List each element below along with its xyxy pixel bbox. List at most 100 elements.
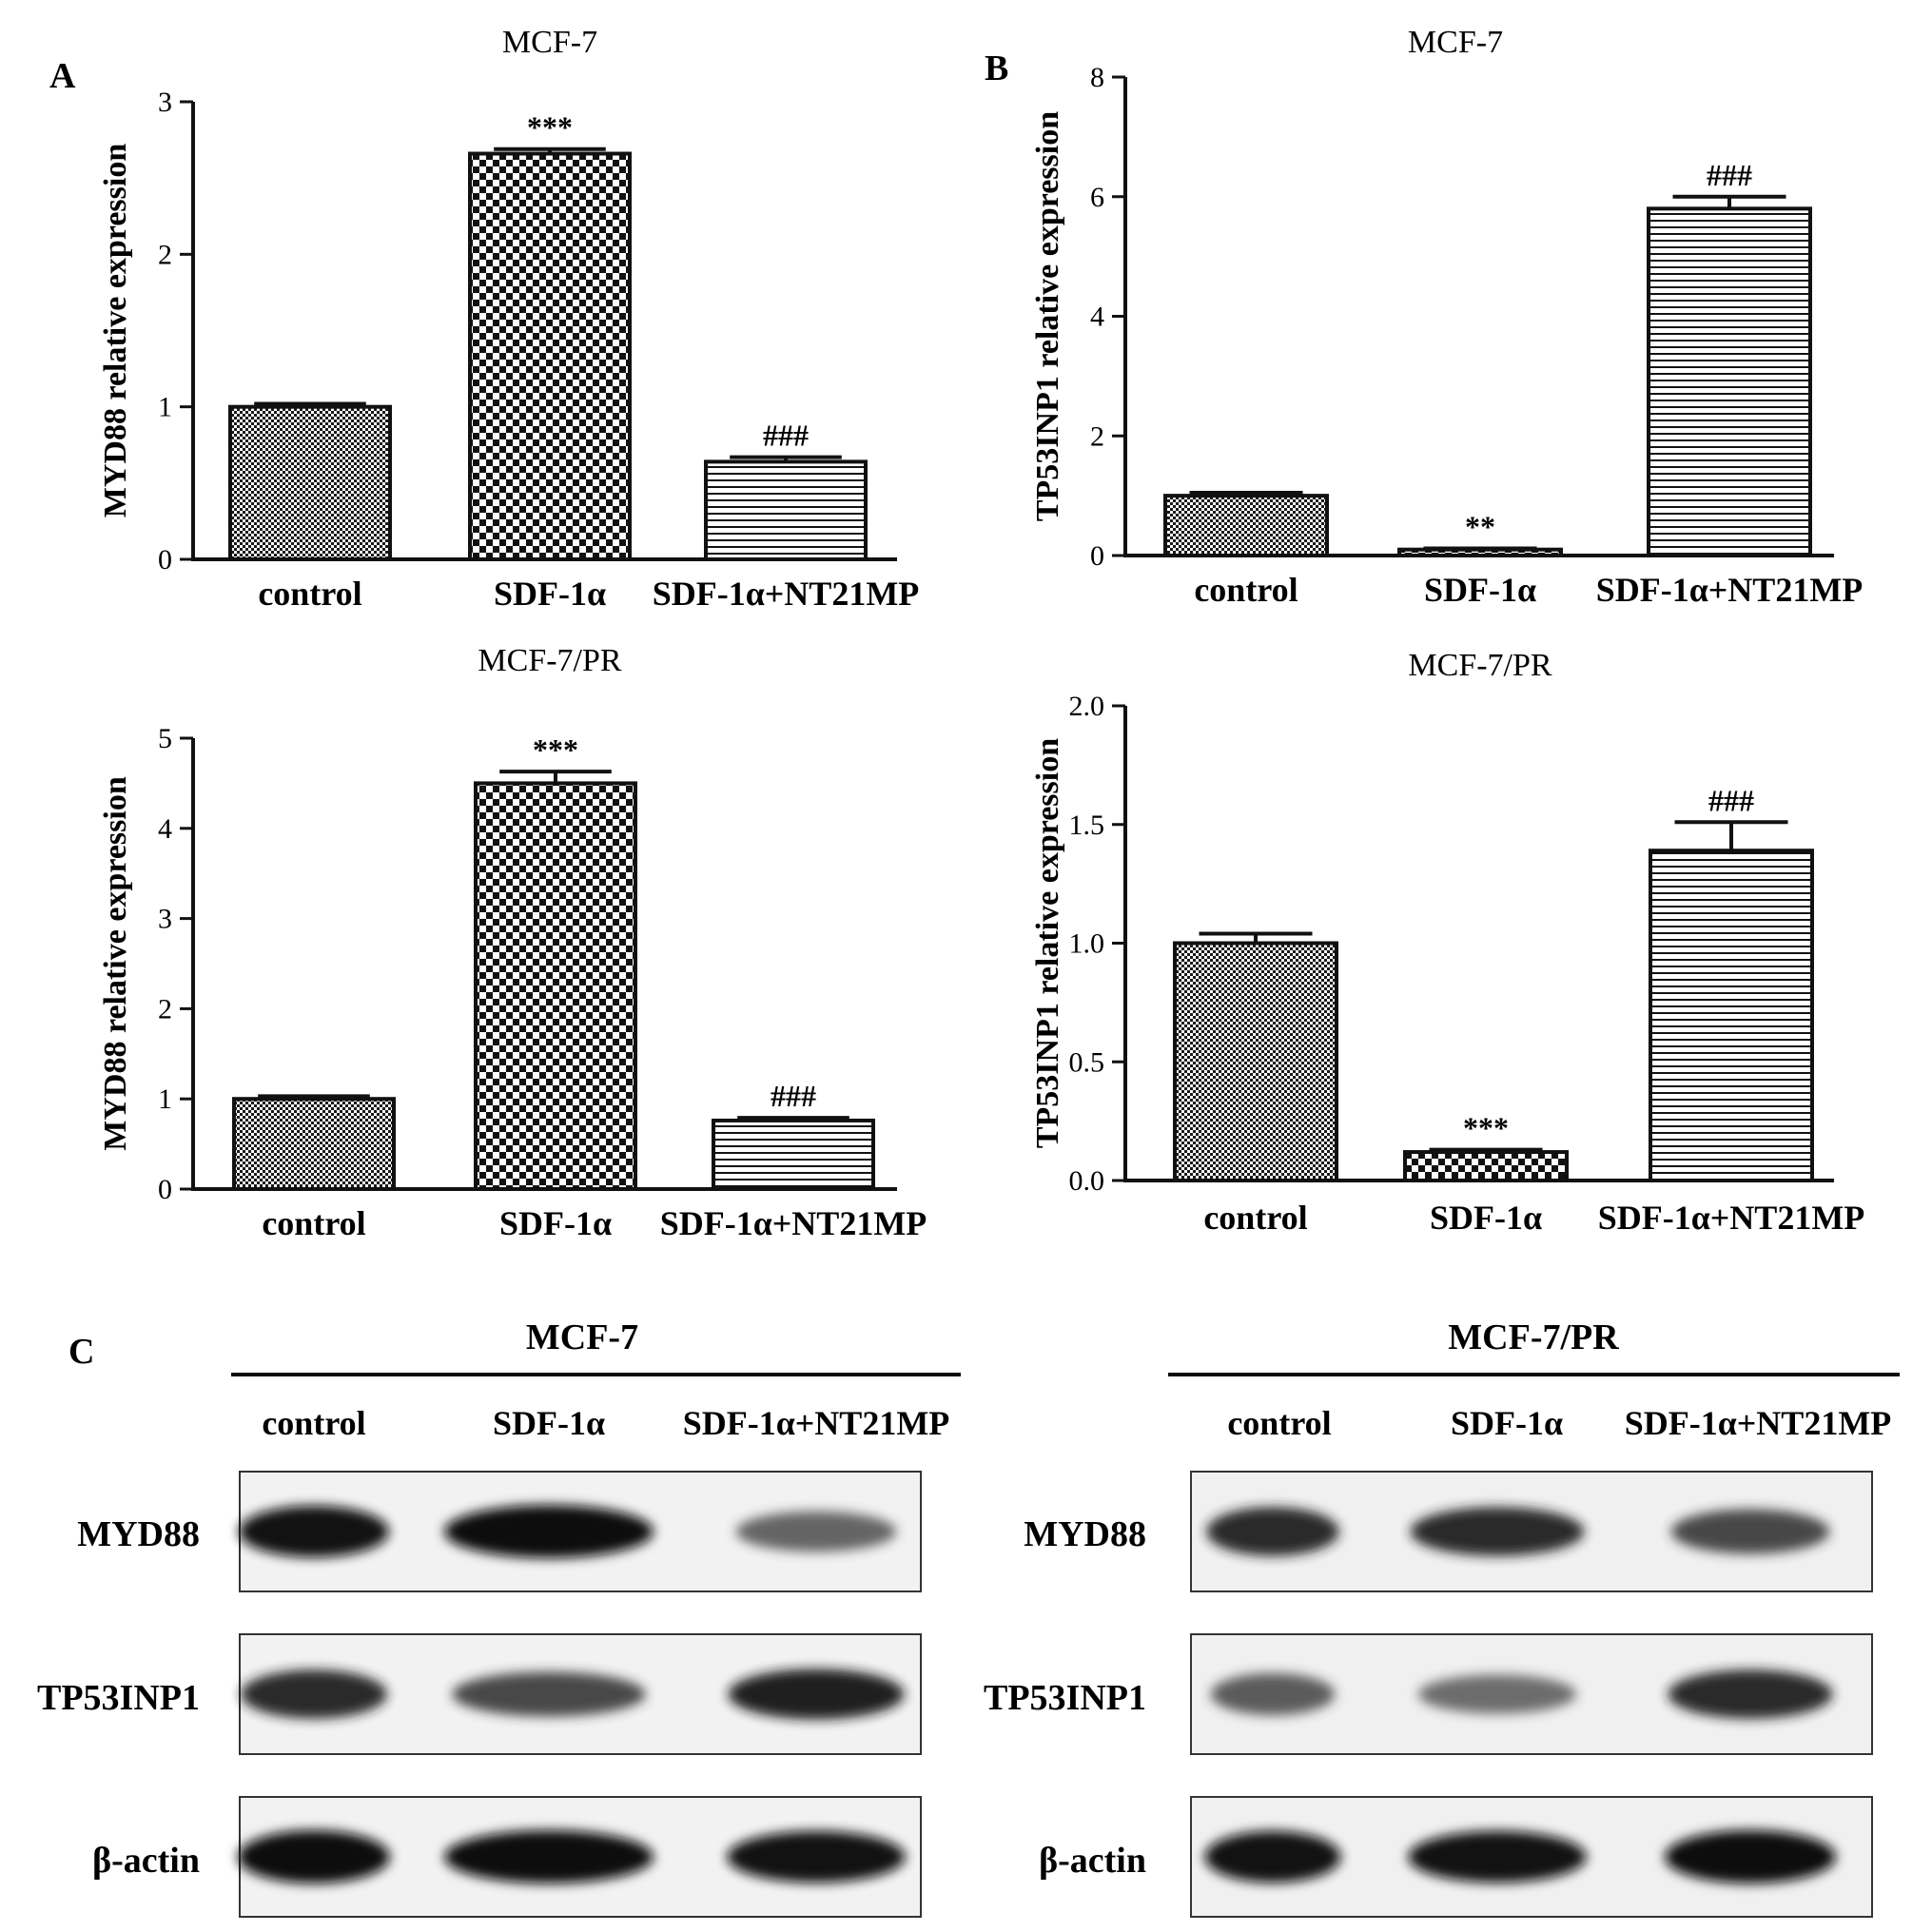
- protein-label: TP53INP1: [37, 1678, 200, 1718]
- lane-label: SDF-1α: [493, 1404, 605, 1442]
- bar: [474, 781, 637, 1192]
- x-tick-label: SDF-1α+NT21MP: [660, 1204, 927, 1242]
- protein-label: β-actin: [92, 1841, 200, 1881]
- y-tick-label: 2: [158, 239, 172, 270]
- chart-title: MCF-7: [1408, 25, 1503, 60]
- blot-band: [1670, 1509, 1830, 1554]
- lane-label: SDF-1α+NT21MP: [1625, 1404, 1892, 1442]
- bar-chart-mcf7-myd88: MCF-7 MYD88 relative expression 0 1 2 3 contro…: [98, 25, 919, 613]
- significance-label: ###: [763, 419, 809, 453]
- protein-label: β-actin: [1039, 1841, 1146, 1881]
- y-tick-label: 0.0: [1069, 1165, 1105, 1197]
- lane-label: SDF-1α: [1451, 1404, 1563, 1442]
- blot-band: [1210, 1673, 1336, 1715]
- bar-chart-mcf7-tp53inp1: MCF-7 TP53INP1 relative expression 0 2 4 6 8 co…: [1030, 25, 1863, 609]
- panel-letter-a: A: [49, 56, 76, 96]
- blot-band: [735, 1511, 897, 1552]
- y-axis-label: TP53INP1 relative expression: [1030, 738, 1065, 1148]
- bar: [468, 151, 632, 561]
- blot-band: [444, 1505, 654, 1558]
- x-tick-label: SDF-1α+NT21MP: [1598, 1199, 1865, 1237]
- x-tick-label: control: [1203, 1199, 1307, 1237]
- significance-label: **: [1465, 509, 1495, 543]
- blot-group-title: MCF-7/PR: [1448, 1317, 1619, 1357]
- x-tick-label: SDF-1α: [499, 1204, 612, 1242]
- y-tick-label: 5: [158, 723, 172, 754]
- bar: [704, 459, 868, 561]
- y-tick-label: 0: [1090, 540, 1104, 572]
- y-tick-label: 0.5: [1069, 1046, 1105, 1078]
- y-tick-label: 2.0: [1069, 691, 1105, 722]
- y-tick-label: 1.5: [1069, 810, 1105, 841]
- x-tick-label: control: [258, 575, 361, 613]
- y-tick-label: 0: [158, 1174, 172, 1205]
- blot-band: [1206, 1507, 1339, 1556]
- x-tick-label: SDF-1α+NT21MP: [653, 575, 920, 613]
- y-tick-label: 3: [158, 87, 172, 118]
- blot-band: [1668, 1669, 1833, 1719]
- bar: [1397, 547, 1563, 558]
- blot-band: [1408, 1830, 1587, 1883]
- western-blot-mcf7pr: MCF-7/PR control SDF-1α SDF-1α+NT21MP MY…: [984, 1317, 1900, 1918]
- x-tick-label: SDF-1α: [1430, 1199, 1542, 1237]
- y-tick-label: 0: [158, 544, 172, 576]
- western-blot-mcf7: MCF-7 control SDF-1α SDF-1α+NT21MP MYD88…: [37, 1317, 961, 1918]
- x-tick-label: SDF-1α: [494, 575, 606, 613]
- significance-label: ***: [527, 110, 573, 145]
- bar: [1649, 849, 1814, 1182]
- lane-label: SDF-1α+NT21MP: [683, 1404, 950, 1442]
- x-tick-label: control: [262, 1204, 365, 1242]
- x-tick-label: SDF-1α+NT21MP: [1596, 571, 1864, 609]
- blot-band: [241, 1669, 387, 1719]
- bar-chart-mcf7pr-myd88: MCF-7/PR MYD88 relative expression 0 1 2 3 4 5 c…: [98, 643, 927, 1242]
- blot-band: [727, 1830, 906, 1883]
- x-tick-label: SDF-1α: [1424, 571, 1536, 609]
- panel-letter-c: C: [68, 1332, 94, 1372]
- y-tick-label: 2: [158, 993, 172, 1025]
- y-tick-label: 3: [158, 904, 172, 935]
- blot-band: [239, 1505, 389, 1558]
- y-tick-label: 6: [1090, 182, 1104, 213]
- panel-letter-b: B: [985, 49, 1008, 88]
- y-tick-label: 4: [1090, 302, 1104, 333]
- significance-label: ***: [1463, 1111, 1509, 1145]
- significance-label: ###: [1708, 783, 1754, 817]
- protein-label: TP53INP1: [984, 1678, 1146, 1718]
- blot-band: [728, 1669, 905, 1720]
- blot-band: [1204, 1830, 1341, 1883]
- y-axis-label: TP53INP1 relative expression: [1030, 111, 1065, 521]
- y-tick-label: 2: [1090, 420, 1104, 452]
- bar: [232, 1097, 396, 1191]
- blot-group-title: MCF-7: [526, 1317, 638, 1357]
- blot-band: [1665, 1830, 1836, 1883]
- blot-band: [1417, 1674, 1577, 1714]
- bar: [1647, 206, 1812, 557]
- y-axis-label: MYD88 relative expression: [98, 144, 133, 518]
- bar: [1163, 494, 1329, 557]
- blot-band: [452, 1671, 646, 1717]
- protein-label: MYD88: [77, 1514, 200, 1554]
- chart-title: MCF-7/PR: [478, 643, 621, 678]
- significance-label: ###: [771, 1079, 816, 1113]
- chart-title: MCF-7/PR: [1408, 648, 1551, 683]
- significance-label: ###: [1707, 158, 1752, 192]
- y-tick-label: 4: [158, 813, 172, 845]
- chart-title: MCF-7: [502, 25, 597, 60]
- y-tick-label: 1: [158, 1083, 172, 1115]
- protein-label: MYD88: [1024, 1514, 1146, 1554]
- blot-band: [1410, 1507, 1585, 1556]
- bar: [1173, 941, 1338, 1182]
- y-tick-label: 1: [158, 392, 172, 423]
- x-tick-label: control: [1194, 571, 1298, 609]
- y-tick-label: 8: [1090, 62, 1104, 93]
- y-axis-label: MYD88 relative expression: [98, 776, 133, 1151]
- lane-label: control: [262, 1404, 365, 1442]
- blot-band: [444, 1830, 654, 1883]
- lane-label: control: [1227, 1404, 1331, 1442]
- blot-band: [238, 1830, 390, 1883]
- bar: [228, 404, 392, 561]
- bar: [1403, 1150, 1569, 1183]
- significance-label: ***: [533, 732, 578, 767]
- y-tick-label: 1.0: [1069, 928, 1105, 960]
